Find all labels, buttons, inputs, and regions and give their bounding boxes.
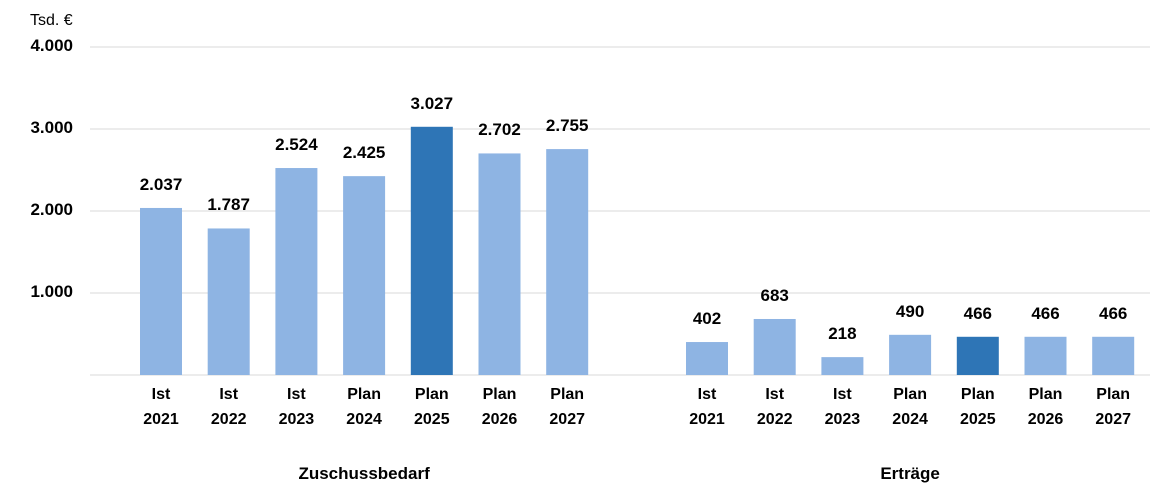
data-label: 2.755 [545, 116, 589, 136]
x-tick-label: Plan 2025 [414, 386, 450, 428]
bar [1024, 336, 1067, 375]
data-label: 218 [828, 324, 857, 344]
data-label: 490 [895, 301, 925, 321]
bar [889, 334, 932, 375]
x-tick-label: Ist 2021 [689, 386, 725, 428]
bar [753, 318, 796, 375]
group-label: Zuschussbedarf [298, 464, 430, 483]
data-label: 2.037 [139, 174, 183, 194]
data-label: 2.524 [275, 135, 318, 155]
x-tick-label: Ist 2023 [278, 386, 315, 428]
x-tick-label: Plan 2026 [1027, 386, 1064, 428]
bar [410, 126, 453, 375]
data-label: 683 [760, 285, 789, 305]
bar [275, 168, 318, 375]
bar [140, 207, 182, 375]
bar [956, 336, 999, 375]
x-tick-label: Plan 2027 [549, 386, 585, 428]
data-label: 1.787 [207, 195, 250, 215]
y-tick-label: 2.000 [30, 200, 73, 219]
x-tick-label: Plan 2024 [892, 386, 928, 428]
data-label: 2.425 [342, 143, 386, 163]
bar [821, 357, 864, 375]
x-tick-label: Ist 2022 [210, 386, 247, 428]
bar [1092, 336, 1135, 375]
x-tick-label: Plan 2026 [481, 386, 518, 428]
data-label: 466 [963, 303, 992, 323]
data-label: 466 [1031, 303, 1060, 323]
x-tick-label: Plan 2025 [960, 386, 996, 428]
bar [478, 153, 521, 375]
x-tick-label: Plan 2024 [346, 386, 382, 428]
bar [343, 176, 386, 375]
y-tick-label: 1.000 [30, 282, 73, 301]
data-label: 2.702 [478, 120, 521, 140]
y-tick-label: 4.000 [30, 36, 73, 55]
y-unit: Tsd. € [30, 12, 73, 29]
data-label: 466 [1099, 303, 1128, 323]
data-label: 402 [692, 309, 722, 329]
x-tick-label: Ist 2021 [143, 386, 179, 428]
x-tick-label: Ist 2023 [824, 386, 861, 428]
y-tick-label: 3.000 [30, 118, 73, 137]
group-label: Erträge [880, 464, 940, 483]
data-label: 3.027 [410, 93, 454, 113]
bar [686, 342, 728, 375]
x-tick-label: Plan 2027 [1095, 386, 1131, 428]
bar [207, 228, 250, 375]
x-tick-label: Ist 2022 [756, 386, 793, 428]
bar [546, 149, 589, 375]
